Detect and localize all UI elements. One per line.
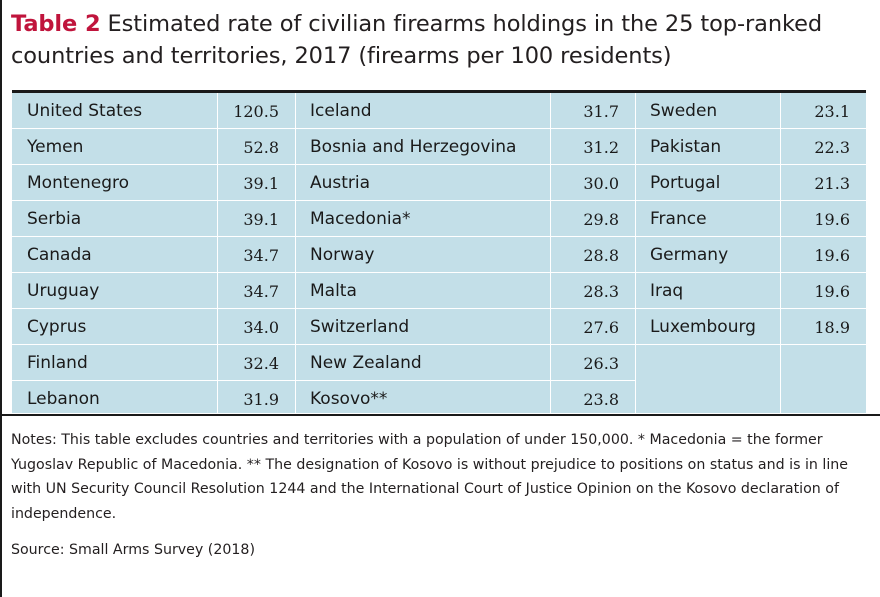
country-name-cell: Pakistan bbox=[650, 137, 722, 157]
country-name-cell: Canada bbox=[27, 245, 92, 265]
firearms-rate-cell: 120.5 bbox=[233, 101, 279, 121]
firearms-rate-cell: 30.0 bbox=[583, 173, 619, 193]
firearms-rate-cell: 39.1 bbox=[243, 209, 279, 229]
firearms-rate-cell: 32.4 bbox=[243, 353, 279, 373]
row-divider bbox=[12, 308, 295, 309]
country-name-cell: Austria bbox=[310, 173, 371, 193]
row-divider bbox=[635, 272, 866, 273]
country-name-cell: Macedonia* bbox=[310, 209, 411, 229]
table-notes: Notes: This table excludes countries and… bbox=[11, 432, 849, 522]
firearms-rate-cell: 23.8 bbox=[583, 389, 619, 409]
firearms-rate-cell: 26.3 bbox=[583, 353, 619, 373]
row-divider bbox=[12, 128, 295, 129]
firearms-rate-cell: 21.3 bbox=[814, 173, 850, 193]
table-title: Table 2 Estimated rate of civilian firea… bbox=[11, 8, 871, 72]
country-name-cell: Lebanon bbox=[27, 389, 100, 409]
row-divider bbox=[295, 344, 635, 345]
firearms-rate-cell: 29.8 bbox=[583, 209, 619, 229]
country-name-cell: Luxembourg bbox=[650, 317, 756, 337]
row-divider bbox=[635, 344, 866, 345]
country-name-cell: Sweden bbox=[650, 101, 718, 121]
country-name-cell: Finland bbox=[27, 353, 88, 373]
country-name-cell: Norway bbox=[310, 245, 375, 265]
firearms-table: United States 120.5 Yemen 52.8 Montenegro 39.… bbox=[12, 90, 866, 413]
firearms-rate-cell: 39.1 bbox=[243, 173, 279, 193]
country-name-cell: Iceland bbox=[310, 101, 372, 121]
table-title-text: Estimated rate of civilian firearms hold… bbox=[11, 11, 823, 69]
row-divider bbox=[12, 380, 295, 381]
firearms-rate-cell: 52.8 bbox=[243, 137, 279, 157]
country-name-cell: Portugal bbox=[650, 173, 721, 193]
row-divider bbox=[12, 344, 295, 345]
row-divider bbox=[295, 164, 635, 165]
firearms-rate-cell: 27.6 bbox=[583, 317, 619, 337]
country-name-cell: Iraq bbox=[650, 281, 684, 301]
row-divider bbox=[295, 380, 635, 381]
country-name-cell: France bbox=[650, 209, 707, 229]
row-divider bbox=[295, 128, 635, 129]
country-name-cell: Malta bbox=[310, 281, 357, 301]
country-name-cell: Montenegro bbox=[27, 173, 130, 193]
firearms-rate-cell: 31.9 bbox=[243, 389, 279, 409]
firearms-rate-cell: 34.7 bbox=[243, 245, 279, 265]
column-divider bbox=[635, 93, 636, 413]
left-border-rule bbox=[0, 0, 2, 597]
row-divider bbox=[12, 272, 295, 273]
row-divider bbox=[295, 200, 635, 201]
table-source: Source: Small Arms Survey (2018) bbox=[11, 542, 255, 558]
row-divider bbox=[12, 164, 295, 165]
table-label: Table 2 bbox=[11, 11, 101, 37]
firearms-rate-cell: 34.0 bbox=[243, 317, 279, 337]
firearms-rate-cell: 22.3 bbox=[814, 137, 850, 157]
country-name-cell: New Zealand bbox=[310, 353, 422, 373]
country-name-cell: Kosovo** bbox=[310, 389, 388, 409]
firearms-rate-cell: 19.6 bbox=[814, 245, 850, 265]
firearms-rate-cell: 31.7 bbox=[583, 101, 619, 121]
firearms-rate-cell: 31.2 bbox=[583, 137, 619, 157]
row-divider bbox=[635, 308, 866, 309]
row-divider bbox=[635, 200, 866, 201]
row-divider bbox=[12, 200, 295, 201]
row-divider bbox=[12, 236, 295, 237]
country-name-cell: Cyprus bbox=[27, 317, 87, 337]
column-divider bbox=[217, 93, 218, 413]
row-divider bbox=[635, 164, 866, 165]
firearms-rate-cell: 34.7 bbox=[243, 281, 279, 301]
table-bottom-rule bbox=[0, 414, 880, 416]
country-name-cell: Serbia bbox=[27, 209, 82, 229]
column-divider bbox=[780, 93, 781, 413]
firearms-rate-cell: 23.1 bbox=[814, 101, 850, 121]
column-divider bbox=[550, 93, 551, 413]
firearms-rate-cell: 28.3 bbox=[583, 281, 619, 301]
firearms-rate-cell: 28.8 bbox=[583, 245, 619, 265]
row-divider bbox=[635, 128, 866, 129]
row-divider bbox=[635, 236, 866, 237]
country-name-cell: United States bbox=[27, 101, 143, 121]
firearms-rate-cell: 19.6 bbox=[814, 209, 850, 229]
firearms-rate-cell: 19.6 bbox=[814, 281, 850, 301]
row-divider bbox=[295, 272, 635, 273]
row-divider bbox=[295, 308, 635, 309]
country-name-cell: Germany bbox=[650, 245, 729, 265]
country-name-cell: Switzerland bbox=[310, 317, 410, 337]
country-name-cell: Uruguay bbox=[27, 281, 100, 301]
country-name-cell: Yemen bbox=[27, 137, 84, 157]
column-divider bbox=[295, 93, 296, 413]
country-name-cell: Bosnia and Herzegovina bbox=[310, 137, 517, 157]
firearms-rate-cell: 18.9 bbox=[814, 317, 850, 337]
row-divider bbox=[295, 236, 635, 237]
